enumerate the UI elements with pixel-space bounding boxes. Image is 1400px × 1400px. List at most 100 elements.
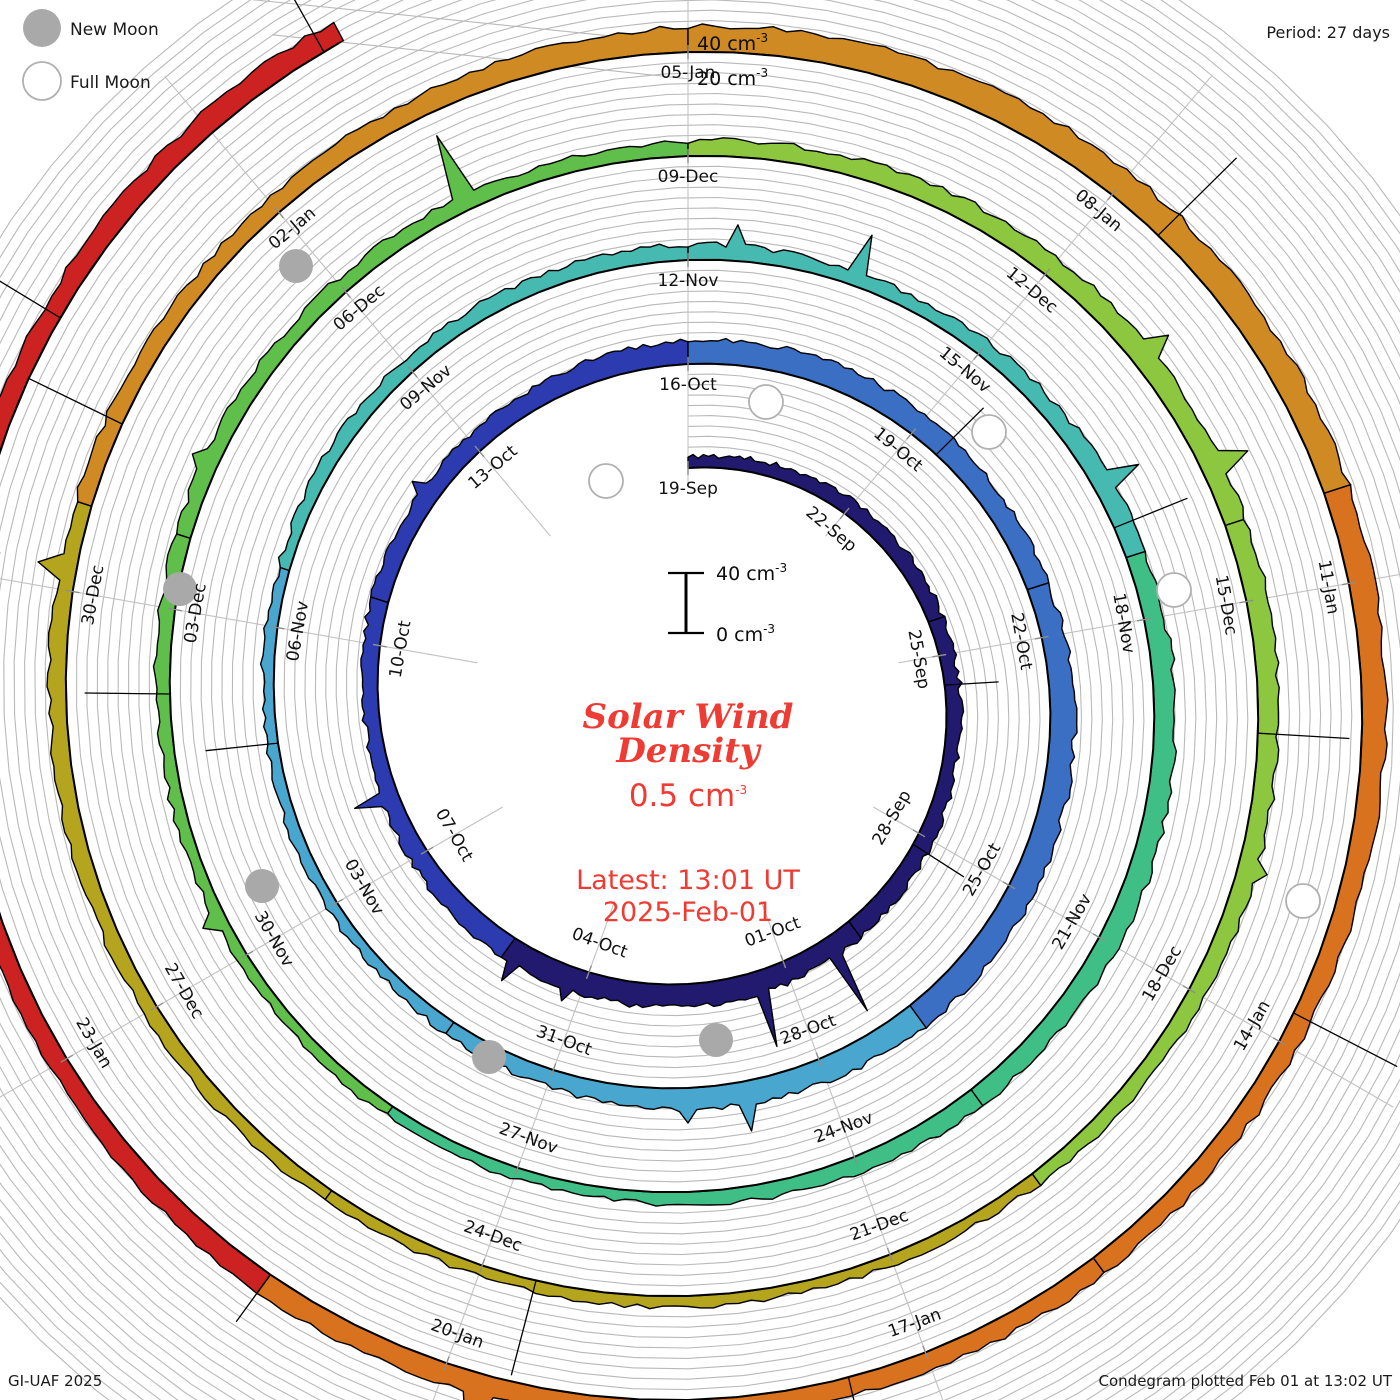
date-tick (1034, 635, 1049, 640)
footer-plot-time: Condegram plotted Feb 01 at 13:02 UT (1099, 1372, 1393, 1390)
full-moon-marker-icon (588, 463, 624, 499)
density-spike (205, 742, 279, 752)
angular-spoke (898, 573, 1400, 664)
period-label: Period: 27 days (1266, 23, 1390, 42)
spiral-date-label: 05-Jan (661, 63, 716, 83)
date-tick (1106, 188, 1118, 201)
date-tick (514, 1160, 521, 1175)
date-tick (1272, 1037, 1286, 1046)
radial-label-leader-line (272, 34, 691, 80)
density-spike (293, 0, 325, 53)
date-tick (443, 1356, 450, 1371)
density-spike (1157, 157, 1238, 236)
date-tick (839, 507, 850, 520)
density-spike (912, 843, 965, 878)
date-tick (815, 1052, 822, 1066)
spiral-date-label: 09-Dec (658, 167, 719, 187)
date-tick (330, 898, 344, 907)
date-tick (270, 625, 285, 630)
density-spike (84, 692, 170, 695)
density-spike (28, 377, 123, 425)
date-tick (912, 829, 926, 838)
date-tick (932, 653, 947, 658)
date-tick (167, 607, 183, 612)
date-tick (1040, 268, 1051, 281)
full-moon-marker-icon (748, 384, 784, 420)
new-moon-swatch-icon (23, 9, 61, 47)
radial-axis-label-40: 40 cm-3 (697, 31, 768, 55)
scale-bar-bottom-label: 0 cm-3 (716, 622, 775, 646)
date-tick (150, 1002, 164, 1011)
date-tick (407, 365, 418, 378)
date-tick (474, 445, 485, 458)
density-spike (847, 1377, 855, 1400)
density-spike (510, 1280, 537, 1376)
spiral-date-label: 16-Oct (659, 375, 717, 395)
angular-spoke (825, 75, 1212, 537)
density-spike (0, 280, 61, 319)
new-moon-marker-icon (245, 869, 279, 903)
new-moon-marker-icon (163, 572, 197, 606)
date-tick (479, 1258, 486, 1273)
date-tick (550, 1063, 557, 1077)
date-tick (372, 643, 387, 648)
date-tick (585, 965, 592, 980)
angular-spoke (760, 900, 944, 1400)
center-scale-bar: 40 cm-3 0 cm-3 (668, 561, 787, 646)
current-value-readout: 0.5 cm-3 (629, 778, 747, 814)
date-tick (851, 1150, 858, 1164)
spiral-baseline (0, 42, 1364, 1400)
date-tick (1092, 933, 1106, 942)
angular-spoke (873, 806, 1394, 1108)
chart-title-line2: Density (615, 731, 762, 771)
latest-date-label: 2025-Feb-01 (603, 897, 773, 928)
new-moon-marker-icon (279, 249, 313, 283)
center-title-block: Solar Wind Density 0.5 cm-3 Latest: 13:0… (576, 697, 800, 928)
density-spike (235, 1274, 271, 1323)
spiral-date-label: 19-Sep (658, 479, 718, 499)
angular-spoke (164, 75, 551, 537)
density-spike (1113, 497, 1188, 529)
date-tick (340, 286, 351, 298)
date-tick (973, 348, 984, 360)
density-spike (1293, 1012, 1398, 1068)
radial-gridline (0, 6, 1394, 1400)
date-tick (420, 846, 434, 855)
date-tick (60, 1054, 74, 1063)
spiral-date-label: 12-Nov (658, 271, 719, 291)
date-tick (1239, 599, 1254, 604)
date-tick (906, 427, 917, 440)
date-tick (240, 950, 254, 959)
date-tick (1182, 985, 1196, 994)
date-tick (780, 954, 787, 969)
date-tick (273, 206, 284, 219)
chart-title-line1: Solar Wind (583, 697, 794, 737)
date-tick (1137, 617, 1152, 622)
density-spike (935, 407, 985, 456)
date-tick (922, 1345, 929, 1360)
new-moon-legend-label: New Moon (70, 20, 159, 40)
density-spike (1257, 732, 1350, 740)
full-moon-marker-icon (971, 414, 1007, 450)
full-moon-marker-icon (1285, 883, 1321, 919)
date-tick (1002, 881, 1016, 890)
full-moon-marker-icon (1156, 572, 1192, 608)
date-tick (886, 1247, 893, 1262)
radial-axis-label-20: 20 cm-3 (697, 66, 768, 90)
date-tick (65, 589, 80, 594)
new-moon-marker-icon (472, 1040, 506, 1074)
date-tick (1341, 581, 1356, 586)
